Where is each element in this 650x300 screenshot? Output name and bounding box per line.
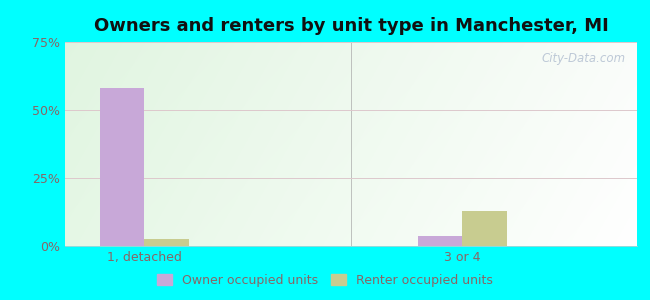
Bar <box>100 88 144 246</box>
Text: City-Data.com: City-Data.com <box>541 52 625 65</box>
Legend: Owner occupied units, Renter occupied units: Owner occupied units, Renter occupied un… <box>153 270 497 291</box>
Bar <box>462 211 507 246</box>
Bar <box>100 88 144 246</box>
Bar <box>418 236 462 246</box>
Bar <box>462 211 507 246</box>
Bar <box>144 239 189 246</box>
Title: Owners and renters by unit type in Manchester, MI: Owners and renters by unit type in Manch… <box>94 17 608 35</box>
Bar <box>144 239 189 246</box>
Bar <box>418 236 462 246</box>
